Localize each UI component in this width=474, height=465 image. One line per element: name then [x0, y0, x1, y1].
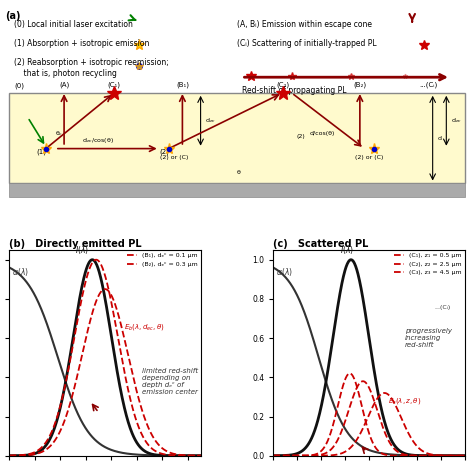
Text: d: d — [437, 136, 441, 140]
Text: (2): (2) — [160, 149, 170, 155]
Text: (B₂): (B₂) — [353, 81, 366, 88]
Text: d$_{ec}$/cos(θ): d$_{ec}$/cos(θ) — [82, 136, 114, 145]
Text: $I(\lambda)$: $I(\lambda)$ — [75, 244, 89, 256]
Text: θ: θ — [237, 170, 241, 175]
Text: (0): (0) — [14, 83, 24, 89]
Bar — [9, 183, 465, 197]
Text: ...(Cᵢ): ...(Cᵢ) — [435, 305, 451, 310]
Text: d$_{ec}$: d$_{ec}$ — [205, 116, 216, 125]
Text: $\alpha(\lambda)$: $\alpha(\lambda)$ — [12, 266, 29, 278]
Text: (1): (1) — [37, 149, 47, 155]
Text: (Cᵢ) Scattering of initially-trapped PL: (Cᵢ) Scattering of initially-trapped PL — [237, 39, 377, 48]
Text: that is, photon recycling: that is, photon recycling — [14, 69, 117, 79]
Text: $E_b(\lambda,d_{ec},\theta)$: $E_b(\lambda,d_{ec},\theta)$ — [124, 322, 165, 332]
Legend: (C₁), z₁ = 0.5 μm, (C₂), z₂ = 2.5 μm, (C₃), z₃ = 4.5 μm: (C₁), z₁ = 0.5 μm, (C₂), z₂ = 2.5 μm, (C… — [394, 253, 461, 275]
Text: $I(\lambda)$: $I(\lambda)$ — [340, 244, 355, 256]
Text: (2) Reabsorption + isotropic reemission;: (2) Reabsorption + isotropic reemission; — [14, 58, 169, 67]
Text: d$_{ec}$: d$_{ec}$ — [451, 116, 462, 125]
Text: (B₁): (B₁) — [176, 81, 189, 88]
Text: ...(Cᵢ): ...(Cᵢ) — [419, 81, 437, 88]
Text: (C₁): (C₁) — [108, 81, 121, 88]
Bar — [9, 93, 465, 183]
Text: (A, Bᵢ) Emission within escape cone: (A, Bᵢ) Emission within escape cone — [237, 20, 372, 29]
Text: progressively
increasing
red-shift: progressively increasing red-shift — [405, 328, 452, 348]
Legend: (B₁), dₑᶜ = 0.1 μm, (B₂), dₑᶜ = 0.3 μm: (B₁), dₑᶜ = 0.1 μm, (B₂), dₑᶜ = 0.3 μm — [128, 253, 198, 267]
Text: (2): (2) — [296, 134, 305, 139]
Text: (C₂): (C₂) — [276, 81, 289, 88]
Text: (A): (A) — [59, 81, 69, 88]
Text: θ$_c$: θ$_c$ — [55, 129, 63, 138]
Text: (1) Absorption + isotropic emission: (1) Absorption + isotropic emission — [14, 39, 149, 48]
Text: (2) or (C): (2) or (C) — [160, 155, 188, 160]
Text: (c)   Scattered PL: (c) Scattered PL — [273, 239, 369, 249]
Text: $E_s(\lambda,z,\theta)$: $E_s(\lambda,z,\theta)$ — [388, 396, 421, 406]
Text: $\alpha(\lambda)$: $\alpha(\lambda)$ — [276, 266, 292, 278]
Text: Red-shift of propagating PL: Red-shift of propagating PL — [242, 86, 346, 95]
Text: limited red-shift
depending on
depth dₑᶜ of
emission center: limited red-shift depending on depth dₑᶜ… — [142, 367, 198, 395]
Text: (b)   Directly emitted PL: (b) Directly emitted PL — [9, 239, 142, 249]
Text: d/cos(θ): d/cos(θ) — [310, 132, 335, 136]
Text: (2) or (C): (2) or (C) — [356, 155, 383, 160]
Text: (a): (a) — [5, 11, 20, 21]
Text: (0) Local initial laser excitation: (0) Local initial laser excitation — [14, 20, 133, 29]
